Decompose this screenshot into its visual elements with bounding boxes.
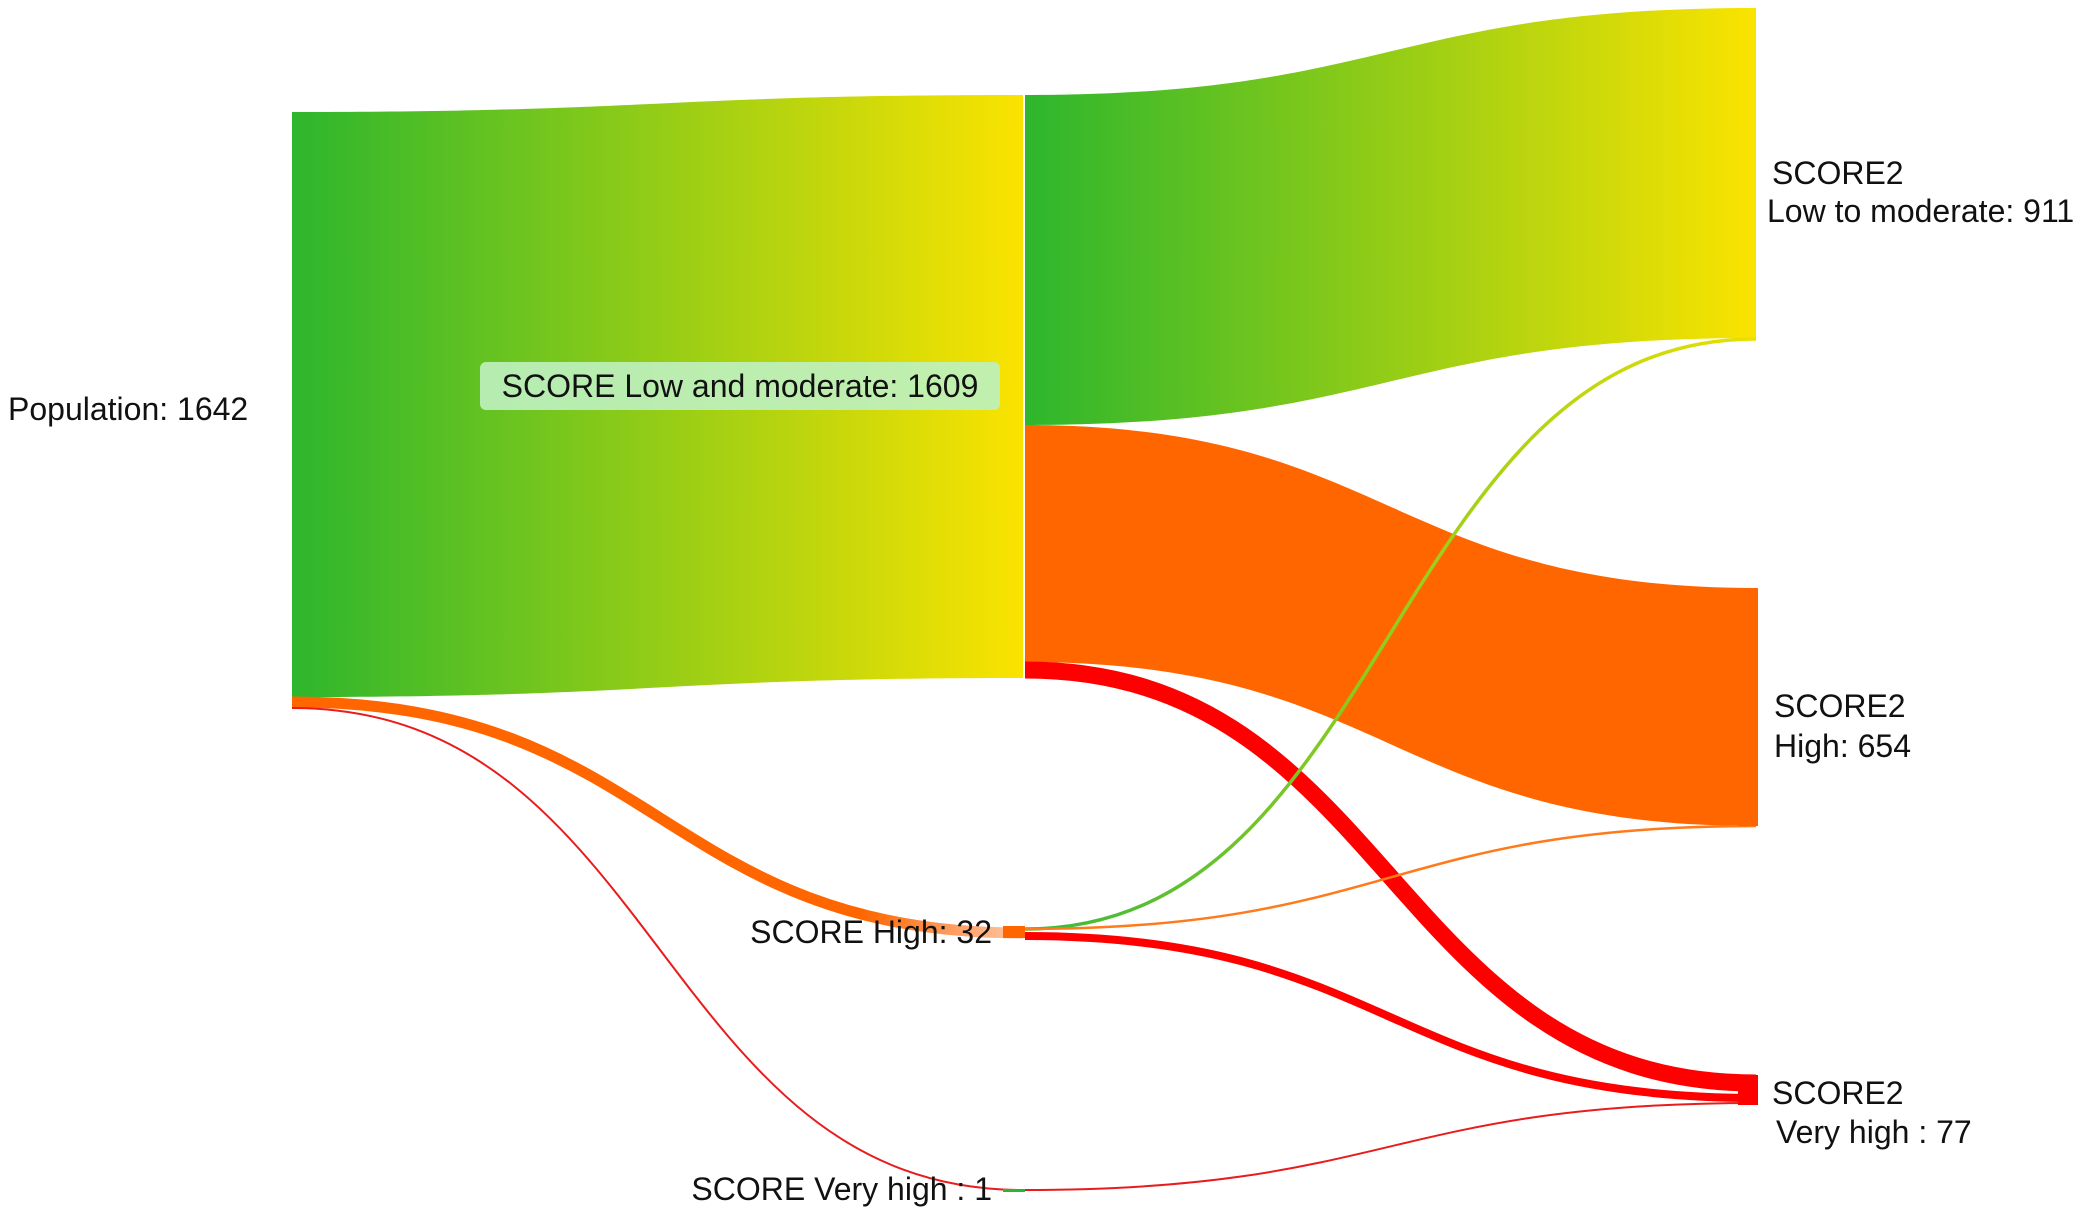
- link-score-high-to-score2-very-high: [1024, 932, 1757, 1102]
- link-score-very-high-to-score2-very-high: [1024, 1102, 1757, 1191]
- node-score-high[interactable]: [1003, 926, 1025, 938]
- label-population: Population: 1642: [8, 391, 248, 427]
- sankey-links: [291, 8, 1757, 1191]
- node-score2-very-high[interactable]: [1738, 1075, 1758, 1105]
- label-score2-high-title: SCORE2: [1774, 688, 1906, 724]
- link-population-to-score-high: [291, 696, 1024, 939]
- label-score-high: SCORE High: 32: [750, 914, 992, 950]
- label-score2-low-moderate-title: SCORE2: [1772, 155, 1904, 191]
- link-score-low-moderate-to-score2-high: [1025, 425, 1756, 826]
- label-score2-high-value: High: 654: [1774, 728, 1911, 764]
- label-score-low-moderate: SCORE Low and moderate: 1609: [502, 368, 979, 404]
- label-score2-very-high-title: SCORE2: [1772, 1075, 1904, 1111]
- label-score-low-moderate-background: [480, 362, 1000, 410]
- link-score-high-to-score2-low-moderate: [1024, 337, 1757, 931]
- link-score-low-moderate-to-score2-low-moderate: [1025, 8, 1756, 425]
- label-score2-very-high-value: Very high : 77: [1776, 1114, 1972, 1150]
- link-score-high-to-score2-high: [1024, 824, 1757, 931]
- label-score2-low-moderate-value: Low to moderate: 911: [1767, 193, 2074, 229]
- label-score-very-high: SCORE Very high : 1: [691, 1171, 992, 1207]
- sankey-labels: Population: 1642 SCORE Low and moderate:…: [8, 155, 2074, 1207]
- link-population-to-score-very-high: [291, 707, 1024, 1191]
- node-score2-high[interactable]: [1738, 588, 1758, 826]
- sankey-nodes: [1003, 588, 1758, 1192]
- node-score-very-high[interactable]: [1003, 1189, 1025, 1192]
